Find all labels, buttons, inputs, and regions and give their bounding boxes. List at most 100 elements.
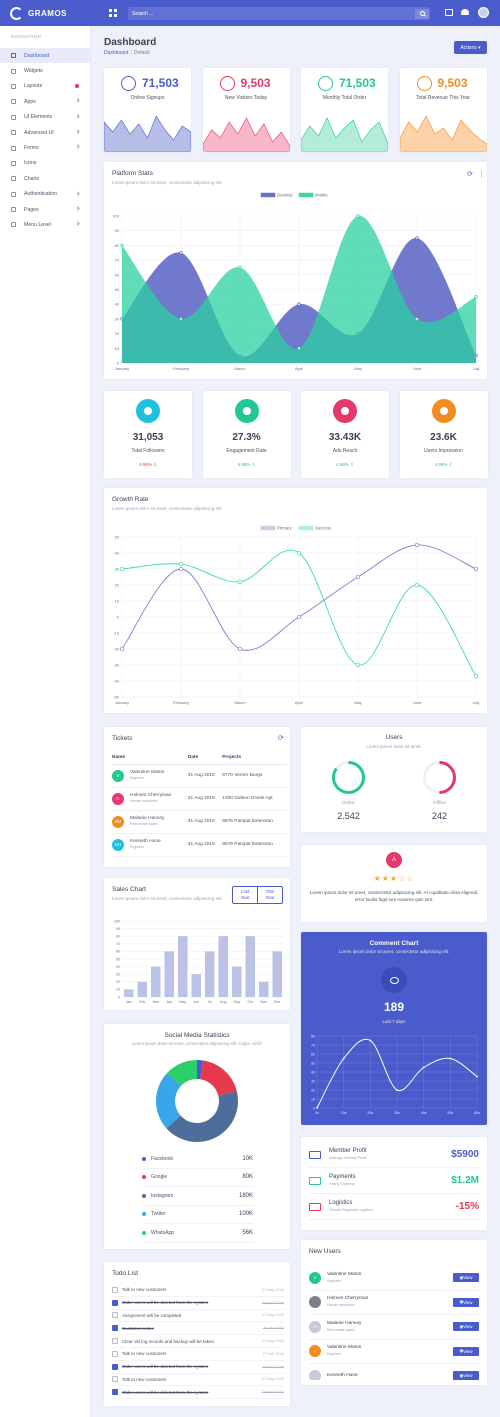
- todo-item: Older users will be deleted from the sys…: [112, 1297, 284, 1310]
- breadcrumb-root[interactable]: Dashboard: [104, 50, 129, 56]
- data-point[interactable]: [355, 574, 361, 580]
- data-point[interactable]: [297, 302, 301, 306]
- todo-checkbox[interactable]: [112, 1325, 118, 1332]
- data-point[interactable]: [474, 295, 478, 299]
- refresh-icon[interactable]: ⟳: [467, 171, 473, 178]
- search-input[interactable]: [132, 10, 402, 17]
- donut-slice[interactable]: [197, 1060, 204, 1080]
- data-point[interactable]: [120, 243, 124, 248]
- sidebar-item[interactable]: Authentication: [0, 187, 90, 202]
- data-point[interactable]: [415, 236, 419, 240]
- view-button[interactable]: ◉ View: [453, 1322, 479, 1332]
- data-point[interactable]: [179, 251, 183, 255]
- view-button[interactable]: ◉ View: [453, 1273, 479, 1283]
- sidebar-item[interactable]: Apps: [0, 94, 90, 109]
- user-avatar[interactable]: [478, 7, 489, 18]
- sidebar-item[interactable]: Pages: [0, 202, 90, 217]
- sidebar-item[interactable]: Forms: [0, 140, 90, 155]
- data-point[interactable]: [473, 566, 479, 572]
- ticket-project[interactable]: 9576 Pampal Extension: [222, 810, 287, 834]
- data-point[interactable]: [356, 214, 360, 218]
- data-point[interactable]: [297, 346, 301, 350]
- table-row[interactable]: ZM Malanie Hanvey Real estate agent 31 Aug …: [112, 810, 287, 834]
- data-point[interactable]: [238, 265, 242, 270]
- data-point[interactable]: [316, 1107, 318, 1109]
- data-point[interactable]: [369, 1039, 372, 1042]
- data-point[interactable]: [414, 542, 420, 548]
- todo-checkbox[interactable]: [112, 1376, 118, 1383]
- todo-checkbox[interactable]: [112, 1363, 118, 1370]
- donut-slice[interactable]: [200, 1060, 237, 1096]
- data-point[interactable]: [415, 317, 419, 321]
- todo-checkbox[interactable]: [112, 1389, 118, 1396]
- bar[interactable]: [191, 974, 201, 997]
- data-point[interactable]: [355, 662, 361, 668]
- donut-slice[interactable]: [166, 1060, 197, 1087]
- donut-slice[interactable]: [156, 1073, 181, 1129]
- data-point[interactable]: [119, 566, 125, 572]
- more-icon[interactable]: ⋮: [478, 171, 485, 178]
- data-point[interactable]: [449, 1057, 452, 1060]
- this-year-button[interactable]: This Year: [258, 886, 283, 904]
- last-year-button[interactable]: Last Year: [232, 886, 258, 904]
- bar[interactable]: [124, 989, 134, 997]
- data-point[interactable]: [473, 674, 479, 679]
- bell-icon[interactable]: [461, 9, 469, 15]
- bar[interactable]: [232, 966, 242, 997]
- data-point[interactable]: [342, 1057, 345, 1060]
- actions-button[interactable]: Actions ▾: [454, 41, 487, 54]
- bar[interactable]: [245, 936, 255, 997]
- data-point[interactable]: [237, 646, 243, 652]
- bar[interactable]: [259, 981, 269, 997]
- bar[interactable]: [151, 966, 161, 997]
- sidebar-item[interactable]: Dashboard: [0, 48, 90, 64]
- todo-checkbox[interactable]: [112, 1338, 118, 1345]
- x-tick-label: May: [354, 366, 362, 371]
- sidebar-item[interactable]: UI Elements: [0, 110, 90, 125]
- table-row[interactable]: V Valentine Maton Engineer 31 Aug 2018 6770 …: [112, 764, 287, 788]
- sidebar-item[interactable]: Icons: [0, 156, 90, 171]
- todo-checkbox[interactable]: [112, 1350, 118, 1357]
- table-row[interactable]: C Holmes Cherryman Human resources 31 Aug 2…: [112, 787, 287, 811]
- ticket-project[interactable]: 9576 Pampal Extension: [222, 833, 287, 857]
- sidebar-item[interactable]: Menu Level: [0, 217, 90, 232]
- ticket-project[interactable]: 1300 Gideon Divide Apt: [222, 787, 287, 811]
- data-point[interactable]: [414, 582, 420, 588]
- view-button[interactable]: ◉ View: [453, 1297, 479, 1307]
- data-point[interactable]: [296, 614, 302, 620]
- view-button[interactable]: ◉ View: [453, 1346, 479, 1356]
- sidebar-item[interactable]: Advanced UI: [0, 125, 90, 140]
- chevron-right-icon: [75, 98, 80, 103]
- data-point[interactable]: [178, 562, 184, 567]
- sidebar-item[interactable]: Widgets: [0, 63, 90, 78]
- data-point[interactable]: [178, 566, 184, 572]
- bar[interactable]: [178, 936, 188, 997]
- sidebar-item[interactable]: Layouts: [0, 79, 90, 94]
- apps-grid-icon[interactable]: [109, 9, 117, 17]
- refresh-icon[interactable]: ⟳: [278, 735, 284, 742]
- ticket-project[interactable]: 6770 Verner Burgs: [222, 764, 287, 788]
- data-point[interactable]: [179, 317, 183, 321]
- search-button[interactable]: [415, 8, 429, 19]
- todo-checkbox[interactable]: [112, 1286, 118, 1293]
- table-row[interactable]: KH Kenneth Hune Engineer 31 Aug 2018 9576 Pa…: [112, 833, 287, 857]
- mail-icon[interactable]: [445, 9, 453, 16]
- bar[interactable]: [137, 981, 147, 997]
- bar[interactable]: [272, 951, 282, 997]
- donut-slice[interactable]: [166, 1091, 238, 1142]
- sidebar-item[interactable]: Charts: [0, 171, 90, 186]
- y-tick-label: 40: [115, 551, 120, 556]
- bar[interactable]: [164, 951, 174, 997]
- brand-logo[interactable]: GRAMOS: [0, 0, 92, 26]
- view-button[interactable]: ◉ View: [453, 1371, 479, 1380]
- data-point[interactable]: [396, 1089, 398, 1091]
- data-point[interactable]: [296, 550, 302, 556]
- data-point[interactable]: [119, 646, 125, 652]
- todo-checkbox[interactable]: [112, 1299, 118, 1306]
- data-point[interactable]: [476, 1075, 478, 1078]
- bar[interactable]: [218, 936, 228, 997]
- bar[interactable]: [205, 951, 215, 997]
- data-point[interactable]: [237, 579, 243, 584]
- data-point[interactable]: [422, 1066, 425, 1069]
- todo-checkbox[interactable]: [112, 1312, 118, 1319]
